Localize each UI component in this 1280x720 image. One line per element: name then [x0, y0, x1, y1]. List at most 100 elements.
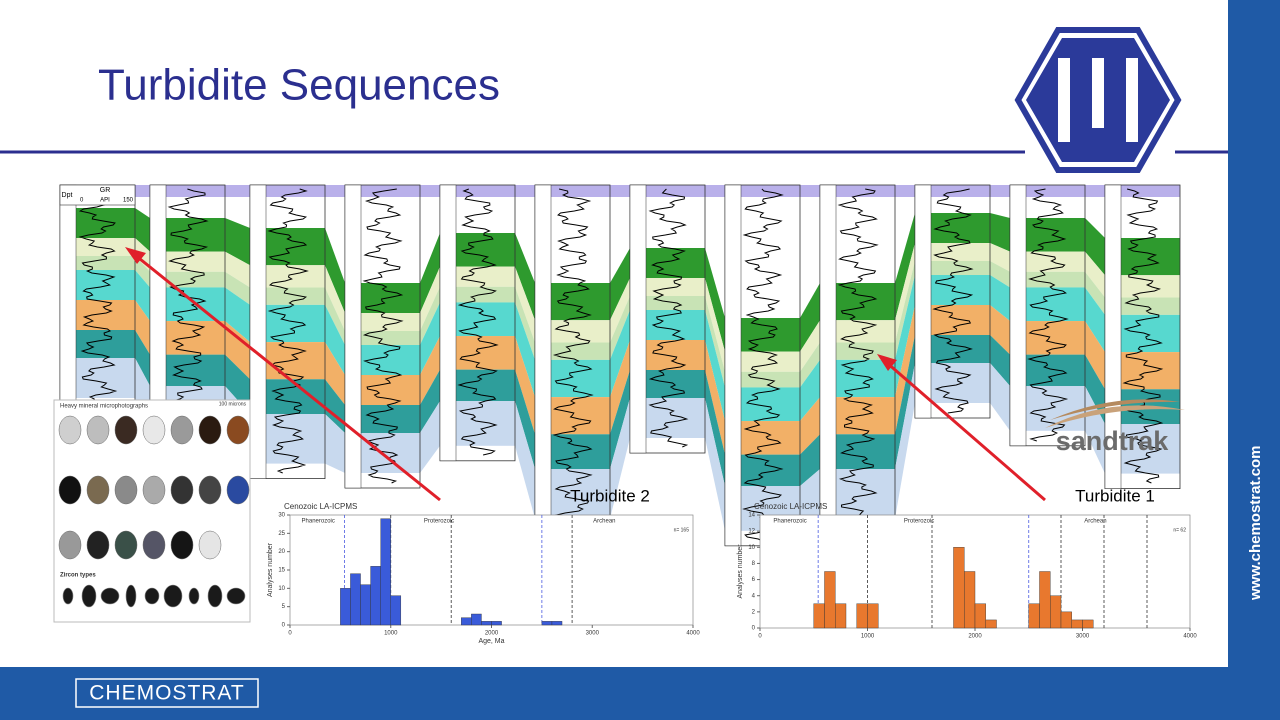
correlation-band	[1085, 321, 1105, 390]
y-tick-label: 25	[278, 531, 285, 537]
x-tick-label: 3000	[586, 631, 600, 637]
histogram-bar	[1082, 619, 1094, 629]
zircon-grain	[125, 584, 137, 608]
mineral-grain	[226, 415, 250, 445]
correlation-band	[610, 278, 630, 343]
logo-bar	[1092, 58, 1104, 128]
correlation-band	[800, 434, 820, 486]
well-zone	[345, 331, 420, 345]
correlation-band	[325, 265, 345, 331]
x-tick-label: 0	[288, 631, 292, 637]
mineral-grain	[114, 475, 138, 505]
correlation-band	[135, 270, 150, 322]
eon-label: Archean	[1084, 519, 1106, 525]
x-tick-label: 3000	[1076, 634, 1090, 640]
correlation-band	[135, 256, 150, 288]
well-zone	[440, 266, 515, 287]
zircon-grain	[226, 587, 246, 605]
gr-log	[837, 188, 879, 530]
well-zone	[630, 296, 705, 310]
y-tick-label: 0	[752, 626, 756, 632]
correlation-band	[895, 213, 915, 321]
brand-box	[75, 678, 259, 708]
well-zone	[820, 342, 895, 360]
correlation-band	[990, 363, 1010, 431]
correlation-band	[515, 401, 535, 519]
well-zone	[725, 371, 800, 388]
y-axis-label: Analyses number	[267, 542, 274, 597]
depth-track	[1009, 184, 1027, 447]
well-zone	[630, 278, 705, 296]
y-tick-label: 4	[752, 593, 756, 599]
side-strip	[1228, 0, 1280, 720]
gr-log	[742, 188, 784, 542]
well-zone	[915, 261, 990, 275]
histogram-bar	[985, 619, 997, 629]
well-zone	[150, 251, 225, 272]
y-axis-label: Analyses number	[737, 544, 744, 599]
gr-log	[552, 188, 594, 530]
y-tick-label: 12	[748, 529, 755, 535]
correlation-band	[1085, 218, 1105, 276]
histogram-bar	[824, 571, 836, 629]
correlation-band	[420, 233, 440, 313]
correlation-band	[895, 243, 915, 343]
histogram-bar	[1028, 603, 1040, 629]
logo-text: sandtrak	[1056, 426, 1170, 456]
header-min: 0	[80, 198, 84, 204]
depth-track	[819, 184, 837, 534]
correlation-band	[895, 305, 915, 435]
correlation-band	[705, 248, 725, 352]
eon-label: Archean	[593, 519, 615, 525]
zircon-grain	[144, 587, 160, 605]
correlation-band	[420, 369, 440, 433]
correlation-band	[800, 342, 820, 388]
correlation-band	[895, 275, 915, 398]
correlation-band	[800, 320, 820, 372]
x-tick-label: 0	[758, 634, 762, 640]
correlation-band	[420, 336, 440, 405]
zircon-title: Zircon types	[60, 573, 96, 579]
histogram-bar	[1071, 619, 1083, 629]
well-zone	[1010, 251, 1085, 272]
histogram-bar	[551, 621, 563, 626]
mineral-grain	[170, 475, 194, 505]
y-tick-label: 2	[752, 609, 756, 615]
x-tick-label: 2000	[485, 631, 499, 637]
correlation-band	[610, 310, 630, 398]
correlation-band	[800, 397, 820, 455]
correlation-band	[895, 261, 915, 360]
slide-title: Turbidite Sequences	[98, 61, 500, 110]
gr-log	[362, 188, 404, 484]
correlation-band	[325, 342, 345, 405]
well-zone	[915, 243, 990, 261]
arrows	[125, 247, 1046, 502]
histogram-bar	[856, 603, 868, 629]
correlation-band	[420, 286, 440, 345]
micrograph-panel: Heavy mineral microphotographs 100 micro…	[53, 399, 251, 623]
x-axis-label: Age, Ma	[478, 638, 504, 645]
depth-track	[439, 184, 457, 462]
y-tick-label: 10	[278, 586, 285, 592]
arrow	[134, 253, 441, 502]
correlation-band	[1085, 251, 1105, 298]
arrowhead	[877, 354, 897, 371]
correlation-band	[515, 336, 535, 435]
histogram-bar	[1050, 595, 1062, 629]
n-label: n= 62	[1173, 527, 1186, 533]
correlation-band	[705, 296, 725, 388]
correlation-band	[705, 370, 725, 486]
zircon-grain	[207, 584, 223, 608]
depth-track	[629, 184, 647, 454]
gr-log	[1027, 188, 1069, 442]
well-zone	[820, 320, 895, 343]
histogram-bar	[491, 621, 502, 626]
logo-bar	[1058, 58, 1070, 142]
correlation-band	[135, 300, 150, 355]
correlation-band	[800, 359, 820, 422]
well-zone	[250, 287, 325, 305]
correlation-band	[325, 287, 345, 345]
gr-log	[167, 188, 209, 442]
header-log: GR	[100, 187, 111, 194]
correlation-band	[325, 304, 345, 375]
